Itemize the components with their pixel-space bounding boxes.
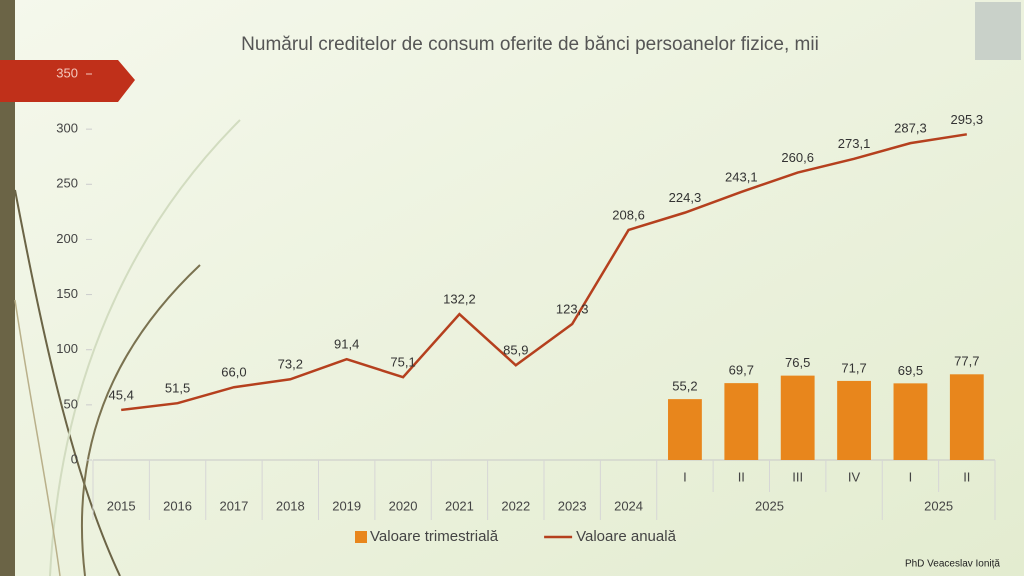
x-group-label: 2025: [755, 498, 784, 513]
y-tick-label: 50: [64, 396, 78, 411]
banner: [0, 60, 135, 102]
data-label: 243,1: [725, 169, 758, 184]
chart-title: Numărul creditelor de consum oferite de …: [241, 34, 819, 55]
x-tick-label: 2018: [276, 498, 305, 513]
y-tick-label: 350: [56, 65, 78, 80]
y-tick-label: 200: [56, 231, 78, 246]
data-label: 85,9: [503, 343, 528, 358]
decor-curve: [14, 189, 121, 576]
data-label: 123,3: [556, 301, 589, 316]
x-tick-label: II: [963, 469, 970, 484]
data-label: 66,0: [221, 365, 246, 380]
x-tick-label: 2016: [163, 498, 192, 513]
footer: PhD Veaceslav Ioniță: [905, 559, 1000, 570]
data-label: 75,1: [390, 355, 415, 370]
data-label: 77,7: [954, 354, 979, 369]
y-tick-label: 150: [56, 286, 78, 301]
x-tick-label: 2015: [107, 498, 136, 513]
data-label: 287,3: [894, 121, 927, 136]
x-tick-label: IV: [848, 469, 861, 484]
x-group-label: 2025: [924, 498, 953, 513]
legend-swatch: [355, 531, 367, 543]
legend-label: Valoare anuală: [576, 528, 676, 545]
x-tick-label: 2019: [332, 498, 361, 513]
x-tick-label: 2023: [558, 498, 587, 513]
legend-item: Valoare trimestrială: [355, 528, 499, 545]
data-label: 91,4: [334, 337, 359, 352]
data-label: 45,4: [109, 387, 134, 402]
legend-label: Valoare trimestrială: [370, 528, 499, 545]
bar: [780, 375, 815, 460]
x-tick-label: II: [738, 469, 745, 484]
x-tick-label: I: [909, 469, 913, 484]
decor-curve: [80, 264, 201, 576]
data-label: 76,5: [785, 355, 810, 370]
x-tick-label: 2022: [501, 498, 530, 513]
data-label: 208,6: [612, 207, 645, 222]
legend-item: Valoare anuală: [544, 528, 677, 545]
side-bar: [0, 0, 15, 576]
data-label: 71,7: [841, 360, 866, 375]
bar: [724, 383, 759, 460]
data-label: 51,5: [165, 381, 190, 396]
y-tick-label: 300: [56, 121, 78, 136]
y-tick-label: 0: [71, 451, 78, 466]
x-tick-label: I: [683, 469, 687, 484]
y-tick-label: 250: [56, 176, 78, 191]
logo: [975, 2, 1021, 60]
bar: [949, 374, 984, 460]
data-label: 260,6: [781, 150, 814, 165]
data-label: 224,3: [669, 190, 702, 205]
bar: [668, 399, 702, 460]
data-label: 73,2: [278, 357, 303, 372]
data-label: 132,2: [443, 292, 476, 307]
data-label: 295,3: [951, 112, 984, 127]
data-label: 69,7: [729, 363, 754, 378]
x-tick-label: 2017: [219, 498, 248, 513]
decor-curve: [14, 299, 61, 576]
x-tick-label: 2021: [445, 498, 474, 513]
bar: [837, 380, 871, 460]
y-tick-label: 100: [56, 341, 78, 356]
line: [121, 133, 968, 412]
plot: 0 50 100 150 200 250 300 350 2015 2016 2017 2018 201…: [56, 65, 996, 545]
bar: [893, 383, 928, 460]
data-label: 273,1: [838, 136, 871, 151]
decor-curve: [49, 119, 241, 576]
x-tick-label: 2020: [389, 498, 418, 513]
x-tick-label: 2024: [614, 498, 643, 513]
data-label: 69,5: [898, 363, 923, 378]
x-tick-label: III: [792, 469, 803, 484]
data-label: 55,2: [672, 379, 697, 394]
